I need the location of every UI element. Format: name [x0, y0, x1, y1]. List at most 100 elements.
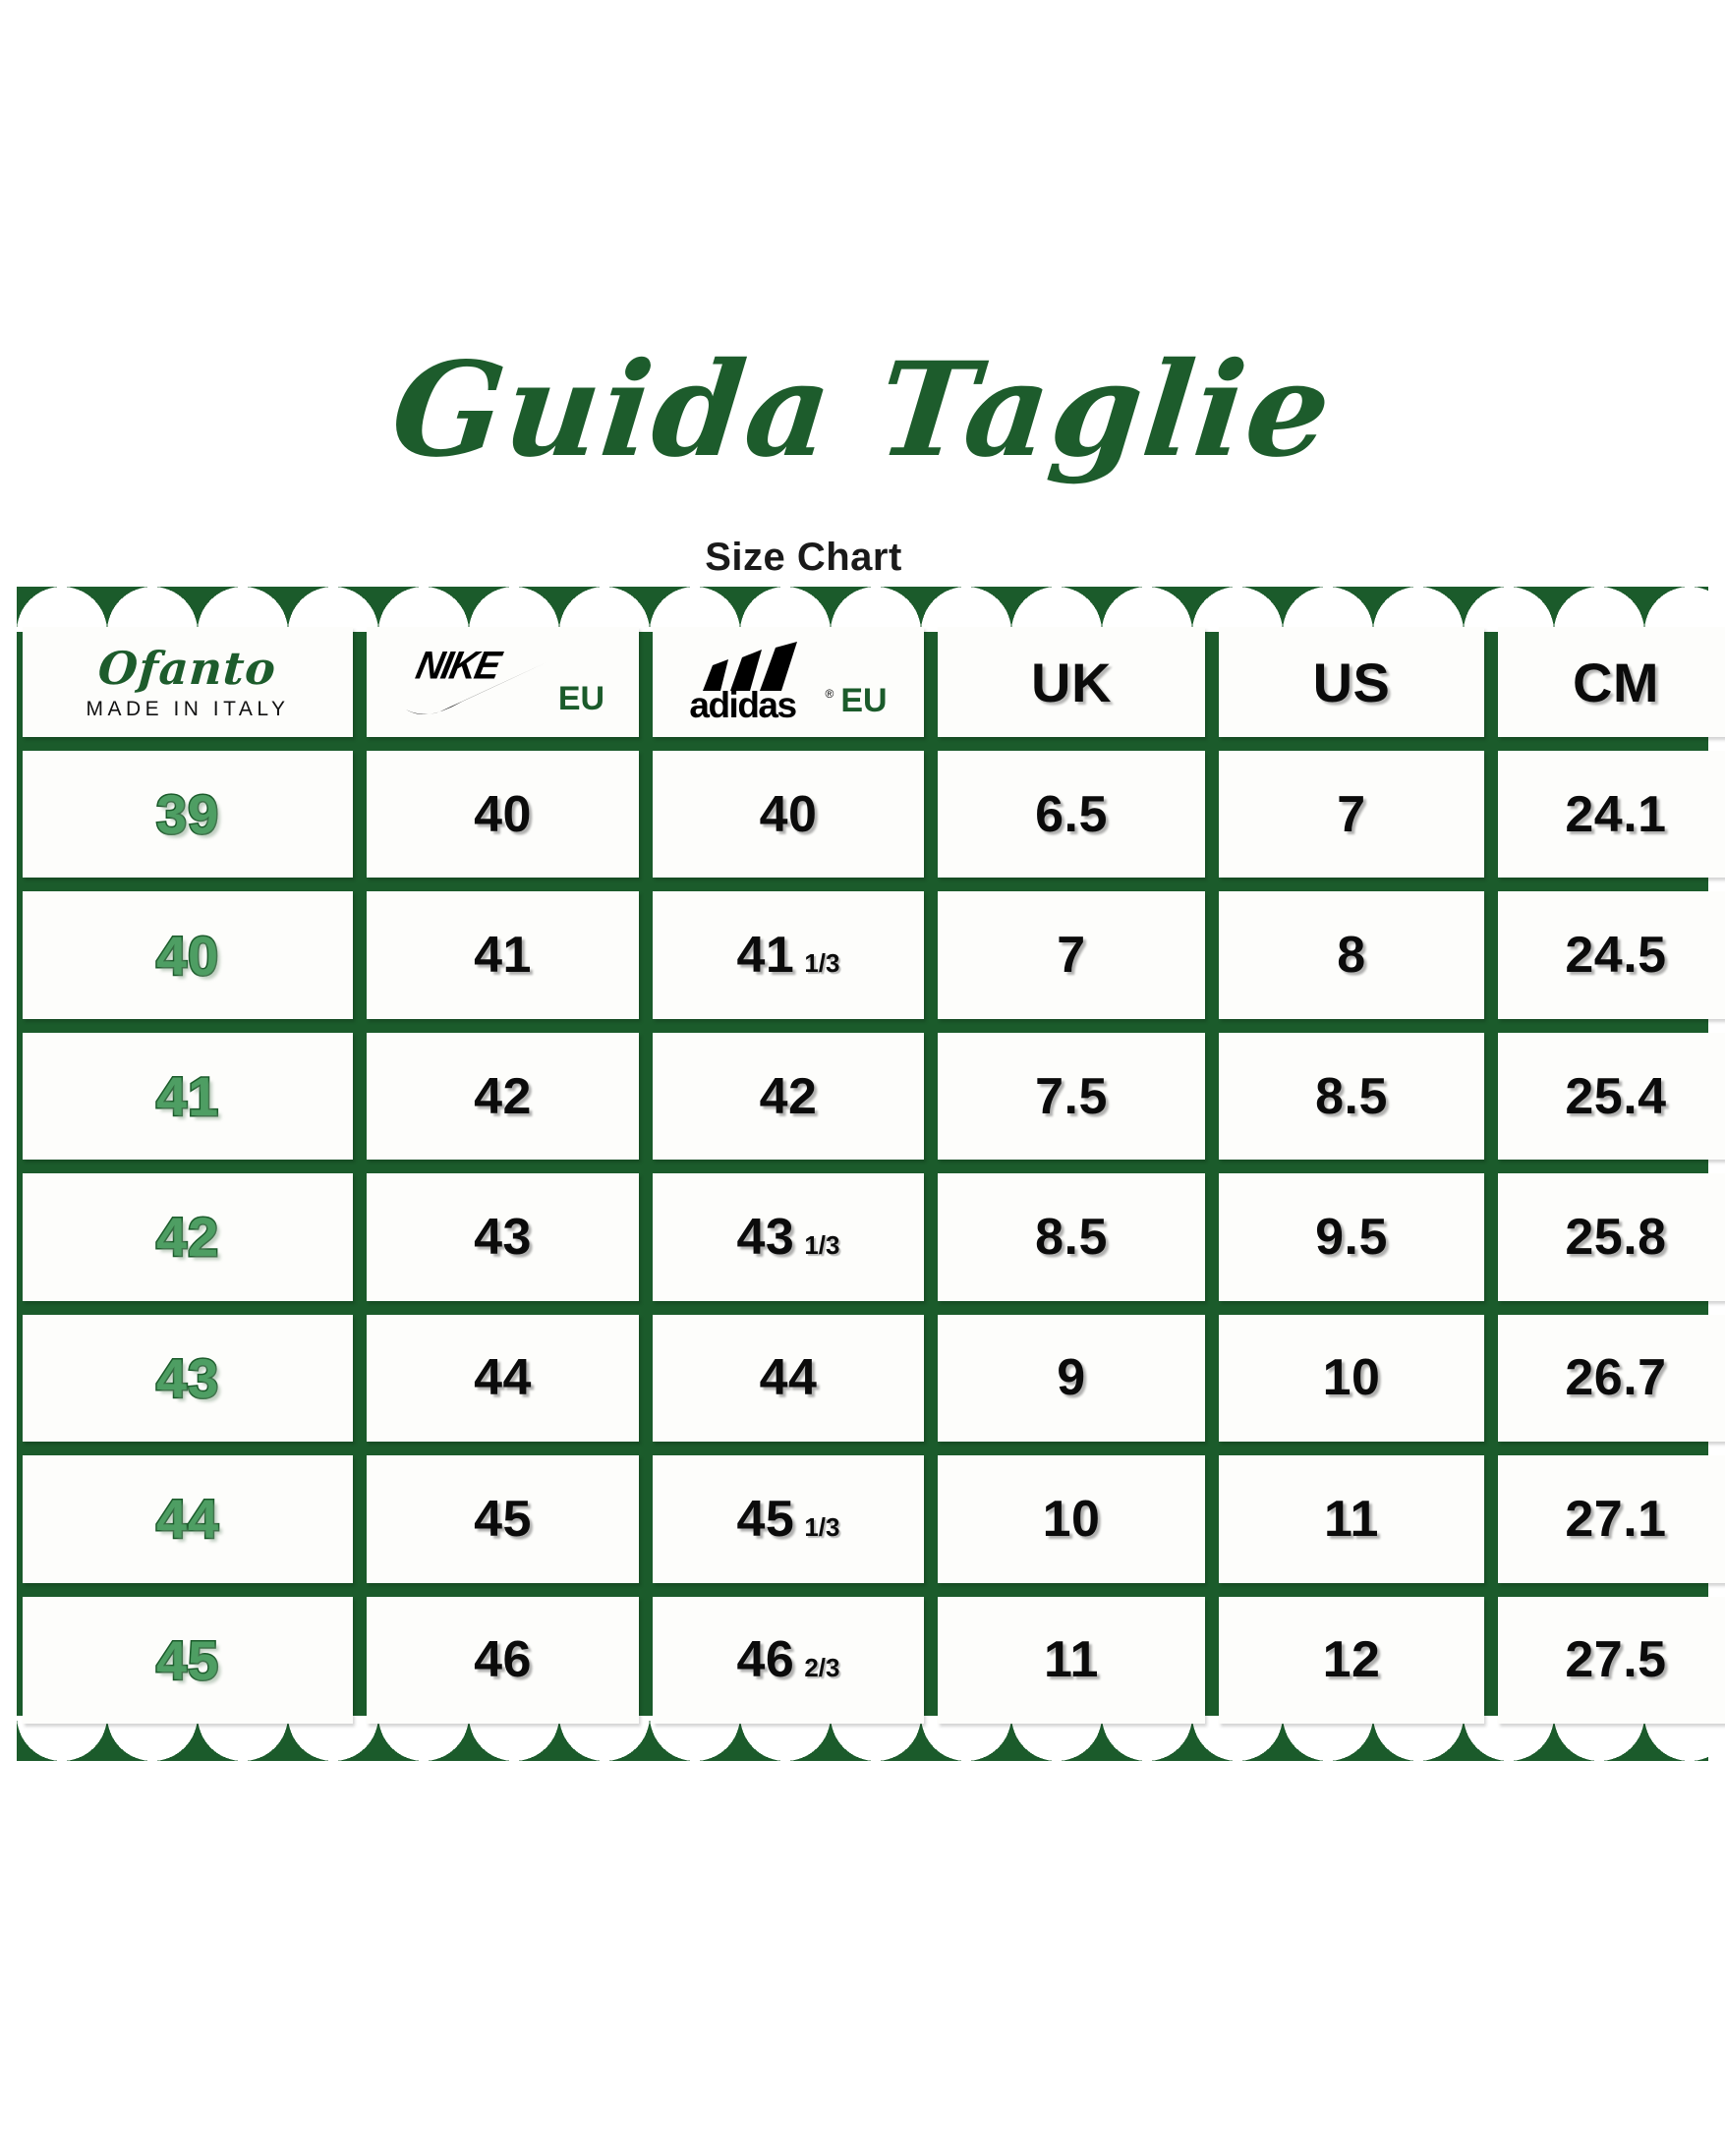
page-title: Guida Taglie [385, 334, 1340, 486]
value-nike: 42 [474, 1067, 532, 1125]
value-adidas: 44 [759, 1349, 818, 1407]
value-uk: 8.5 [1035, 1208, 1108, 1266]
header-label-us: US [1312, 651, 1391, 713]
cell-nike: 40 [367, 751, 639, 879]
value-ofanto: 42 [154, 1205, 220, 1270]
table-row: 42 43 43 1/3 8.5 9.5 25.8 [23, 1166, 1725, 1307]
value-adidas: 43 [736, 1208, 795, 1266]
cell-uk: 11 [938, 1596, 1205, 1724]
cell-uk: 9 [938, 1314, 1205, 1443]
cell-adidas: 42 [653, 1032, 924, 1161]
value-adidas-fraction: 1/3 [804, 1511, 840, 1542]
table-row: 43 44 44 9 10 26.7 [23, 1308, 1725, 1448]
table-body: 39 40 40 6.5 7 24.1 40 41 41 1/3 7 8 24.5 41 42 42 7.5 8.… [23, 744, 1725, 1730]
cell-ofanto: 43 [23, 1314, 353, 1443]
value-cm: 24.5 [1565, 927, 1667, 985]
value-us: 7 [1337, 785, 1366, 843]
cell-uk: 7 [938, 891, 1205, 1019]
size-table-panel: Ofanto MADE IN ITALY NIKE [17, 587, 1725, 1761]
value-adidas: 40 [759, 785, 818, 843]
table-header-row: Ofanto MADE IN ITALY NIKE [23, 620, 1725, 744]
cell-cm: 24.5 [1498, 891, 1725, 1019]
value-nike: 45 [474, 1490, 532, 1548]
table-row: 39 40 40 6.5 7 24.1 [23, 744, 1725, 884]
value-adidas-group: 42 [760, 1067, 818, 1126]
adidas-registered-icon: ® [825, 687, 834, 701]
header-cell-adidas: adidas ® EU [653, 627, 924, 737]
page-title-block: Guida Taglie [0, 334, 1725, 486]
cell-nike: 44 [367, 1314, 639, 1443]
ofanto-tagline: MADE IN ITALY [86, 697, 290, 720]
cell-ofanto: 45 [23, 1596, 353, 1724]
cell-us: 9.5 [1219, 1173, 1484, 1301]
value-nike: 43 [474, 1208, 532, 1266]
adidas-three-stripes-icon [701, 642, 811, 696]
value-us: 8 [1337, 927, 1366, 985]
nike-swoosh-icon [401, 662, 548, 720]
cell-adidas: 46 2/3 [653, 1596, 924, 1724]
value-nike: 41 [474, 927, 532, 985]
value-uk: 10 [1042, 1490, 1101, 1548]
cell-adidas: 40 [653, 751, 924, 879]
value-adidas-group: 43 1/3 [737, 1208, 840, 1267]
value-adidas-group: 46 2/3 [737, 1630, 840, 1689]
value-adidas-group: 44 [760, 1348, 818, 1407]
value-ofanto: 45 [154, 1627, 220, 1692]
value-adidas-group: 45 1/3 [737, 1490, 840, 1549]
cell-cm: 25.8 [1498, 1173, 1725, 1301]
header-label-cm: CM [1572, 651, 1660, 713]
table-row: 44 45 45 1/3 10 11 27.1 [23, 1448, 1725, 1589]
cell-ofanto: 44 [23, 1455, 353, 1583]
cell-us: 12 [1219, 1596, 1484, 1724]
value-us: 8.5 [1315, 1067, 1388, 1125]
table-row: 45 46 46 2/3 11 12 27.5 [23, 1590, 1725, 1730]
header-label-uk: UK [1031, 651, 1112, 713]
table-row: 41 42 42 7.5 8.5 25.4 [23, 1026, 1725, 1166]
cell-cm: 27.1 [1498, 1455, 1725, 1583]
cell-us: 8 [1219, 891, 1484, 1019]
value-ofanto: 40 [154, 923, 220, 988]
value-adidas-fraction: 2/3 [804, 1653, 840, 1683]
value-us: 12 [1322, 1631, 1381, 1689]
value-adidas: 46 [736, 1631, 795, 1689]
adidas-wordmark: adidas [689, 685, 797, 725]
nike-unit-label: EU [557, 680, 605, 717]
cell-us: 8.5 [1219, 1032, 1484, 1161]
cell-ofanto: 41 [23, 1032, 353, 1161]
nike-logo: NIKE EU [367, 644, 639, 720]
value-nike: 40 [474, 785, 532, 843]
value-ofanto: 44 [154, 1487, 220, 1552]
ofanto-brand-name: Ofanto [96, 641, 279, 695]
value-us: 11 [1324, 1490, 1379, 1548]
cell-us: 11 [1219, 1455, 1484, 1583]
adidas-logo: adidas ® EU [653, 642, 924, 725]
ofanto-logo: Ofanto MADE IN ITALY [86, 641, 290, 720]
value-cm: 27.1 [1565, 1490, 1667, 1548]
value-adidas-group: 41 1/3 [737, 926, 840, 985]
value-cm: 25.8 [1565, 1208, 1667, 1266]
value-adidas: 41 [736, 927, 795, 985]
header-cell-ofanto: Ofanto MADE IN ITALY [23, 627, 353, 737]
nike-logo-mark: NIKE [401, 644, 548, 720]
value-uk: 9 [1057, 1349, 1086, 1407]
page-subtitle: Size Chart [705, 536, 902, 579]
header-cell-cm: CM [1498, 627, 1725, 737]
cell-nike: 42 [367, 1032, 639, 1161]
cell-adidas: 44 [653, 1314, 924, 1443]
value-adidas: 45 [736, 1490, 795, 1548]
value-ofanto: 43 [154, 1345, 220, 1410]
value-adidas-group: 40 [760, 785, 818, 844]
value-ofanto: 39 [154, 782, 220, 847]
cell-us: 7 [1219, 751, 1484, 879]
value-cm: 25.4 [1565, 1067, 1667, 1125]
cell-uk: 8.5 [938, 1173, 1205, 1301]
value-uk: 6.5 [1035, 785, 1108, 843]
cell-us: 10 [1219, 1314, 1484, 1443]
cell-nike: 43 [367, 1173, 639, 1301]
size-table: Ofanto MADE IN ITALY NIKE [17, 620, 1725, 1730]
value-uk: 11 [1044, 1631, 1099, 1689]
cell-ofanto: 39 [23, 751, 353, 879]
header-cell-us: US [1219, 627, 1484, 737]
table-row: 40 41 41 1/3 7 8 24.5 [23, 884, 1725, 1025]
